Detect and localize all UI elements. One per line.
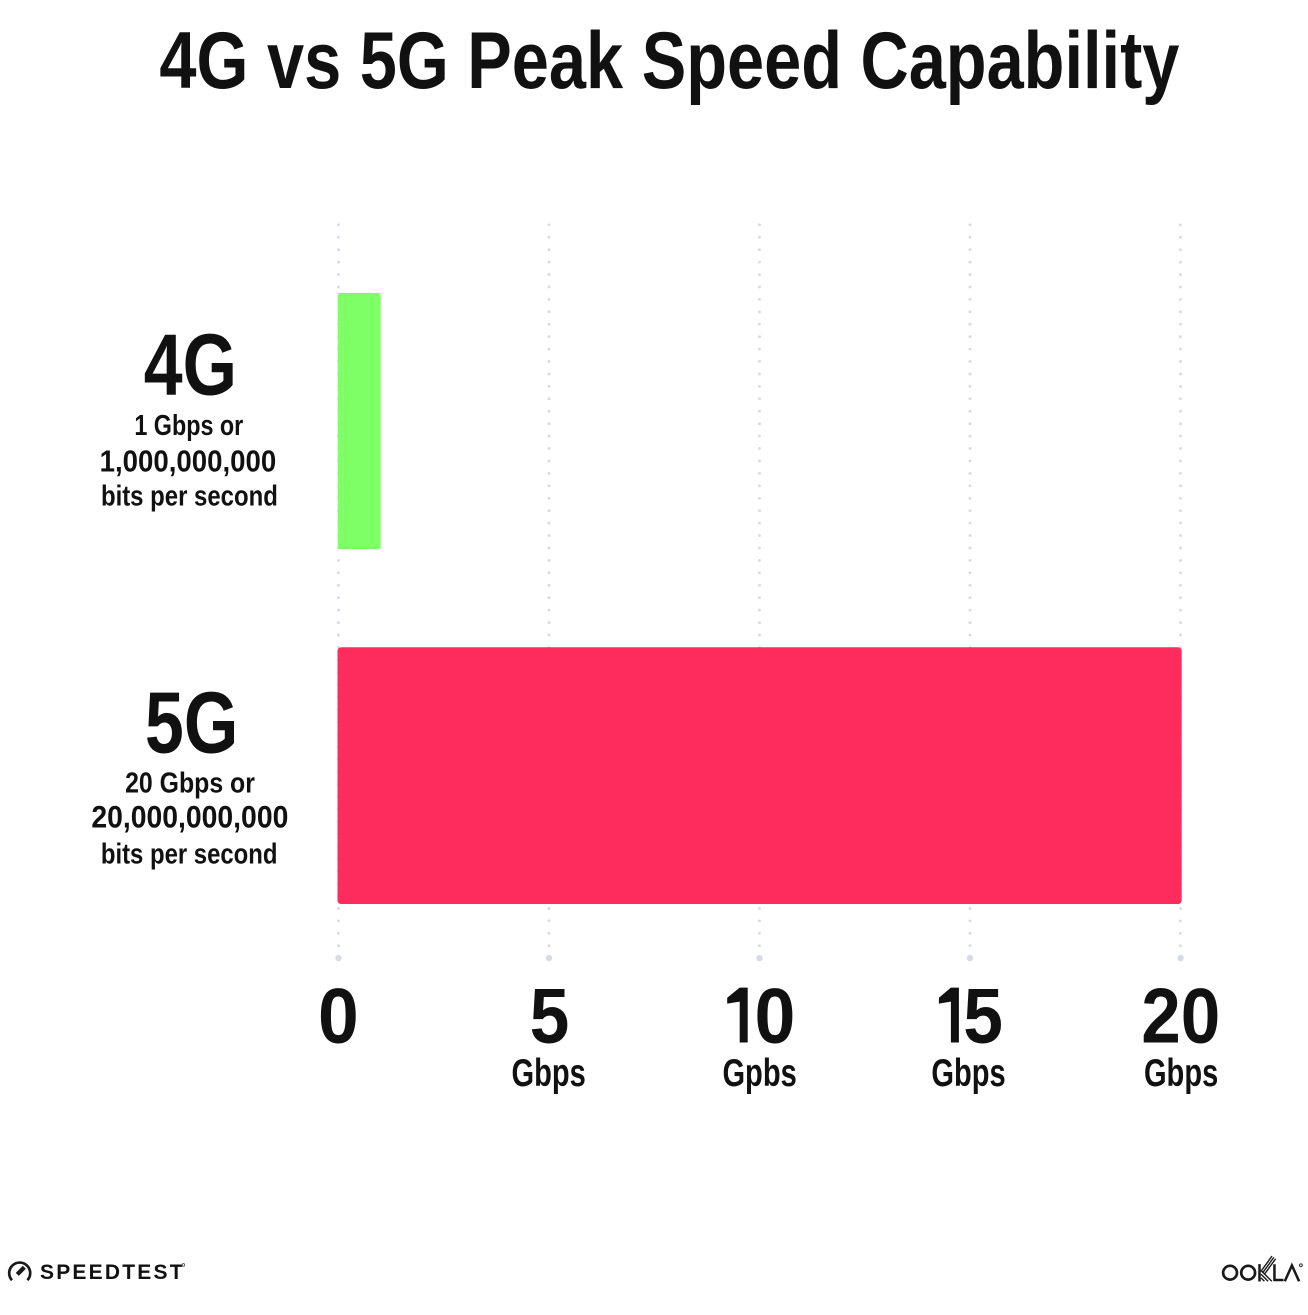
svg-text:4G vs 5G Peak Speed Capability: 4G vs 5G Peak Speed Capability: [159, 15, 1179, 106]
svg-text:Gbps: Gbps: [1144, 1052, 1218, 1095]
svg-text:5G: 5G: [145, 674, 238, 771]
svg-text:Gbps: Gbps: [512, 1052, 586, 1095]
svg-text:5: 5: [963, 972, 1003, 1060]
svg-text:0: 0: [318, 973, 359, 1060]
svg-text:5: 5: [530, 972, 570, 1060]
svg-text:SPEEDTEST: SPEEDTEST: [40, 1261, 185, 1284]
svg-text:1,000,000,000: 1,000,000,000: [100, 444, 277, 479]
svg-text:4G: 4G: [144, 316, 237, 413]
svg-text:20: 20: [1141, 973, 1220, 1060]
svg-text:Gbps: Gbps: [931, 1052, 1005, 1095]
svg-text:20,000,000,000: 20,000,000,000: [91, 800, 288, 835]
svg-text:20 Gbps or: 20 Gbps or: [125, 767, 255, 799]
svg-text:bits per second: bits per second: [101, 837, 278, 870]
svg-text:1 Gbps or: 1 Gbps or: [134, 409, 243, 442]
svg-text:0: 0: [754, 973, 795, 1060]
svg-text:Gpbs: Gpbs: [722, 1052, 796, 1095]
svg-text:bits per second: bits per second: [101, 479, 278, 512]
